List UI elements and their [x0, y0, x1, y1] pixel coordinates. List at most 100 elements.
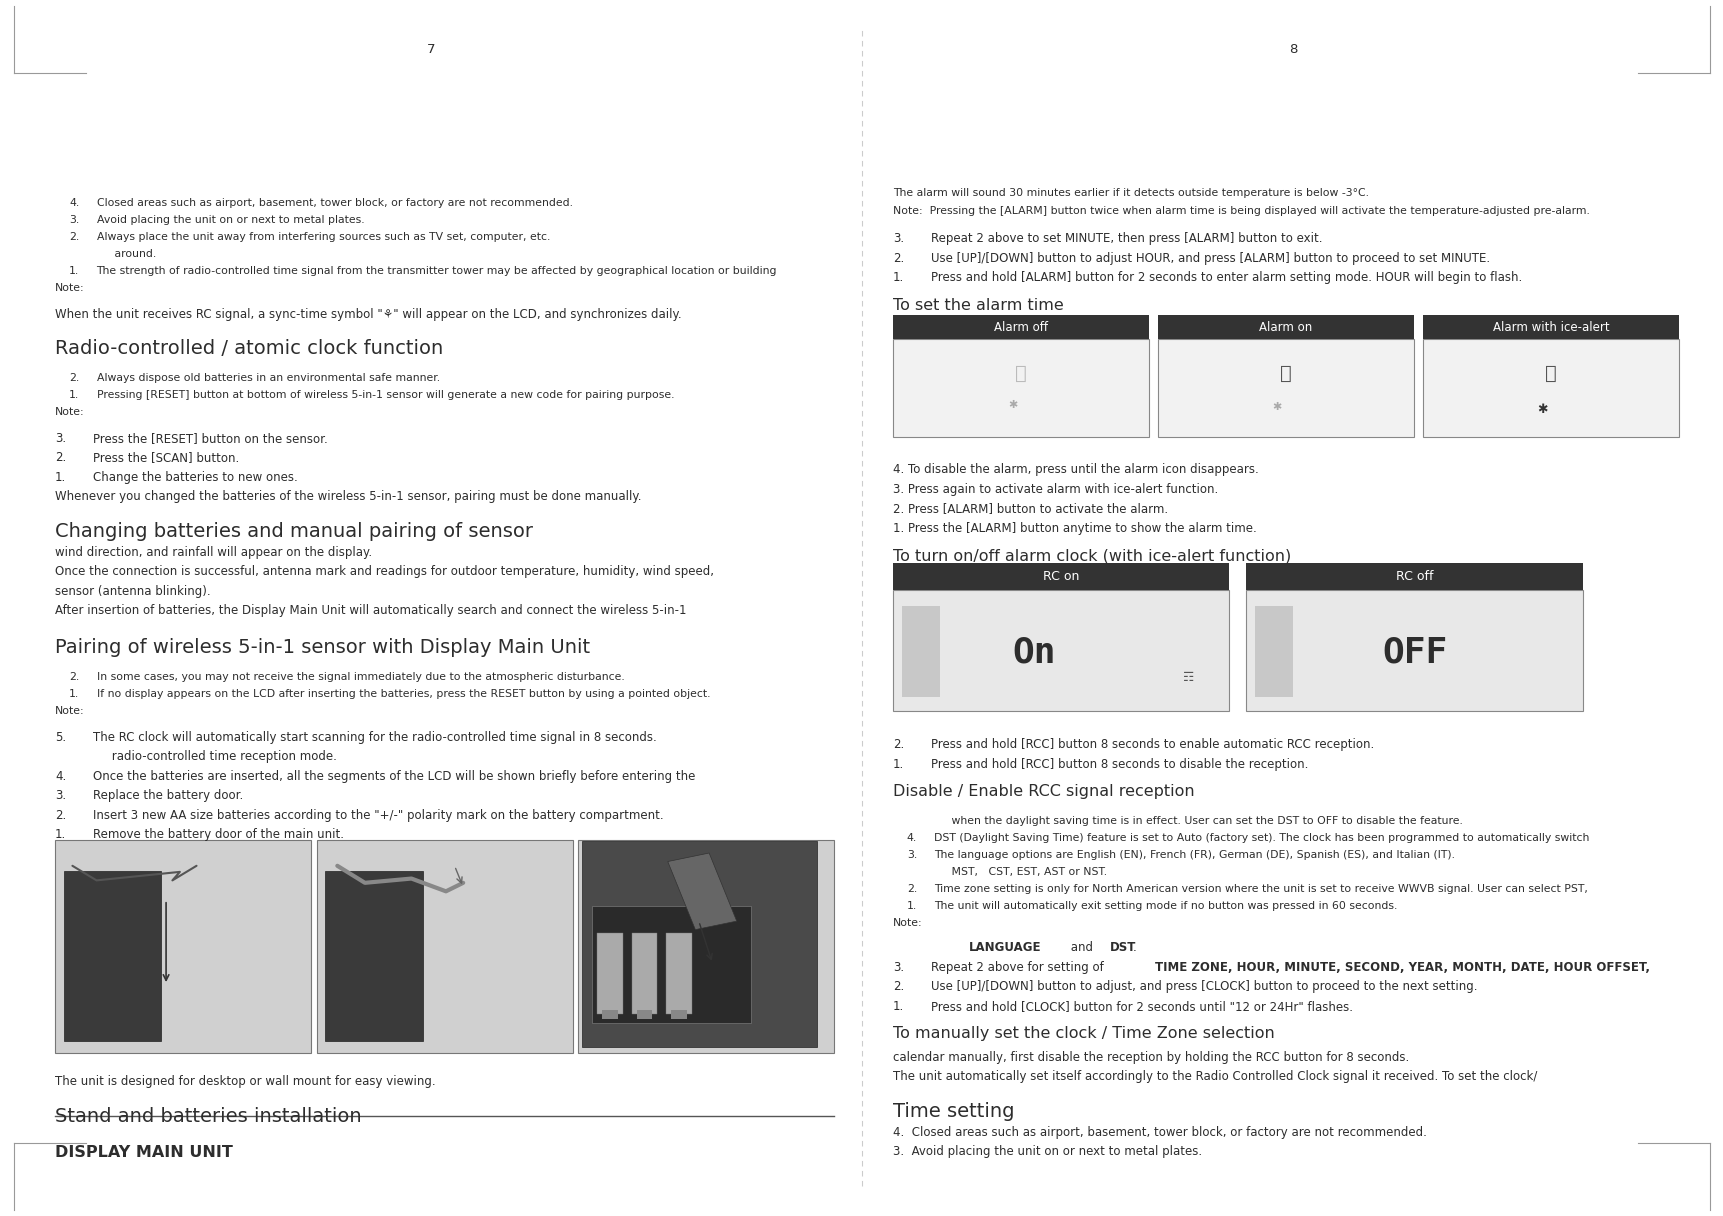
Text: Insert 3 new AA size batteries according to the "+/-" polarity mark on the batte: Insert 3 new AA size batteries according…	[93, 809, 663, 822]
Bar	[581, 840, 817, 1047]
Bar	[317, 840, 572, 1053]
Text: 4.  Closed areas such as airport, basement, tower block, or factory are not reco: 4. Closed areas such as airport, basemen…	[893, 1126, 1427, 1139]
Text: 1. Press the [ALARM] button anytime to show the alarm time.: 1. Press the [ALARM] button anytime to s…	[893, 522, 1256, 535]
Bar	[591, 906, 751, 1023]
Text: In some cases, you may not receive the signal immediately due to the atmospheric: In some cases, you may not receive the s…	[96, 672, 624, 682]
Text: 2.: 2.	[906, 884, 917, 894]
Bar	[636, 1010, 651, 1019]
Text: 4.: 4.	[69, 198, 79, 208]
Text: 2.: 2.	[893, 738, 905, 751]
Text: 3.: 3.	[906, 850, 917, 860]
Text: around.: around.	[96, 249, 155, 259]
Text: Always place the unit away from interfering sources such as TV set, computer, et: Always place the unit away from interfer…	[96, 232, 550, 242]
Text: Time zone setting is only for North American version where the unit is set to re: Time zone setting is only for North Amer…	[934, 884, 1587, 894]
Text: 1.: 1.	[893, 1000, 905, 1013]
Text: To manually set the clock / Time Zone selection: To manually set the clock / Time Zone se…	[893, 1026, 1273, 1041]
Text: Alarm off: Alarm off	[994, 321, 1048, 333]
Text: Pressing [RESET] button at bottom of wireless 5-in-1 sensor will generate a new : Pressing [RESET] button at bottom of wir…	[96, 390, 674, 400]
Bar	[893, 339, 1149, 437]
Text: ✱: ✱	[1537, 402, 1547, 416]
Bar	[631, 934, 656, 1014]
Bar	[1421, 339, 1678, 437]
Text: DST (Daylight Saving Time) feature is set to Auto (factory set). The clock has b: DST (Daylight Saving Time) feature is se…	[934, 833, 1589, 843]
Bar	[1421, 315, 1678, 339]
Text: 1.: 1.	[55, 471, 67, 484]
Text: Once the connection is successful, antenna mark and readings for outdoor tempera: Once the connection is successful, anten…	[55, 565, 713, 579]
Bar	[1246, 590, 1582, 711]
Text: 2.: 2.	[69, 232, 79, 242]
Text: RC on: RC on	[1042, 570, 1079, 582]
Text: MST,   CST, EST, AST or NST.: MST, CST, EST, AST or NST.	[934, 867, 1106, 877]
Text: Note:  Pressing the [ALARM] button twice when alarm time is being displayed will: Note: Pressing the [ALARM] button twice …	[893, 206, 1589, 215]
Text: when the daylight saving time is in effect. User can set the DST to OFF to disab: when the daylight saving time is in effe…	[934, 816, 1463, 826]
Text: Press the [SCAN] button.: Press the [SCAN] button.	[93, 451, 239, 465]
Text: LANGUAGE: LANGUAGE	[968, 941, 1041, 955]
Text: 1.: 1.	[893, 758, 905, 771]
Bar	[893, 563, 1228, 590]
Bar	[1158, 315, 1413, 339]
Text: Repeat 2 above for setting of: Repeat 2 above for setting of	[930, 961, 1106, 974]
Text: 3.: 3.	[55, 432, 65, 445]
Bar	[64, 871, 160, 1041]
Text: Change the batteries to new ones.: Change the batteries to new ones.	[93, 471, 298, 484]
Text: Whenever you changed the batteries of the wireless 5-in-1 sensor, pairing must b: Whenever you changed the batteries of th…	[55, 490, 641, 503]
Text: The strength of radio-controlled time signal from the transmitter tower may be a: The strength of radio-controlled time si…	[96, 266, 777, 276]
Text: Use [UP]/[DOWN] button to adjust, and press [CLOCK] button to proceed to the nex: Use [UP]/[DOWN] button to adjust, and pr…	[930, 980, 1477, 993]
Text: 3.: 3.	[893, 232, 903, 246]
Text: 1.: 1.	[893, 271, 905, 285]
Text: Note:: Note:	[55, 283, 84, 293]
Text: 1.: 1.	[906, 901, 917, 911]
Text: The RC clock will automatically start scanning for the radio-controlled time sig: The RC clock will automatically start sc…	[93, 731, 656, 744]
Text: 4.: 4.	[55, 770, 67, 783]
Text: Avoid placing the unit on or next to metal plates.: Avoid placing the unit on or next to met…	[96, 215, 364, 225]
Text: 1.: 1.	[55, 828, 67, 841]
Text: Time setting: Time setting	[893, 1102, 1013, 1121]
Bar	[596, 934, 622, 1014]
Text: The alarm will sound 30 minutes earlier if it detects outside temperature is bel: The alarm will sound 30 minutes earlier …	[893, 188, 1368, 198]
Text: 3.: 3.	[55, 789, 65, 803]
Text: When the unit receives RC signal, a sync-time symbol "⚘" will appear on the LCD,: When the unit receives RC signal, a sync…	[55, 308, 681, 321]
Text: DST: DST	[1110, 941, 1135, 955]
Text: Always dispose old batteries in an environmental safe manner.: Always dispose old batteries in an envir…	[96, 373, 439, 383]
Text: 3.  Avoid placing the unit on or next to metal plates.: 3. Avoid placing the unit on or next to …	[893, 1145, 1201, 1159]
Text: Once the batteries are inserted, all the segments of the LCD will be shown brief: Once the batteries are inserted, all the…	[93, 770, 694, 783]
Text: 2. Press [ALARM] button to activate the alarm.: 2. Press [ALARM] button to activate the …	[893, 502, 1168, 516]
Text: ⏰: ⏰	[1544, 364, 1556, 383]
Text: Closed areas such as airport, basement, tower block, or factory are not recommen: Closed areas such as airport, basement, …	[96, 198, 572, 208]
Text: Press and hold [RCC] button 8 seconds to enable automatic RCC reception.: Press and hold [RCC] button 8 seconds to…	[930, 738, 1373, 751]
Text: Note:: Note:	[55, 407, 84, 417]
Text: OFF: OFF	[1382, 636, 1446, 670]
Text: The unit is designed for desktop or wall mount for easy viewing.: The unit is designed for desktop or wall…	[55, 1075, 436, 1088]
Text: After insertion of batteries, the Display Main Unit will automatically search an: After insertion of batteries, the Displa…	[55, 604, 686, 618]
Text: Disable / Enable RCC signal reception: Disable / Enable RCC signal reception	[893, 784, 1194, 799]
Text: sensor (antenna blinking).: sensor (antenna blinking).	[55, 585, 210, 598]
Text: The language options are English (EN), French (FR), German (DE), Spanish (ES), a: The language options are English (EN), F…	[934, 850, 1454, 860]
Bar	[1158, 339, 1413, 437]
Polygon shape	[667, 854, 736, 929]
Text: Repeat 2 above to set MINUTE, then press [ALARM] button to exit.: Repeat 2 above to set MINUTE, then press…	[930, 232, 1322, 246]
Text: 2.: 2.	[893, 252, 905, 265]
Text: Press and hold [CLOCK] button for 2 seconds until "12 or 24Hr" flashes.: Press and hold [CLOCK] button for 2 seco…	[930, 1000, 1353, 1013]
Text: The unit automatically set itself accordingly to the Radio Controlled Clock sign: The unit automatically set itself accord…	[893, 1070, 1537, 1083]
Text: Changing batteries and manual pairing of sensor: Changing batteries and manual pairing of…	[55, 522, 532, 541]
Text: The unit will automatically exit setting mode if no button was pressed in 60 sec: The unit will automatically exit setting…	[934, 901, 1397, 911]
Text: 2.: 2.	[69, 373, 79, 383]
Bar	[326, 871, 422, 1041]
Text: ⏰: ⏰	[1280, 364, 1291, 383]
Text: 3.: 3.	[893, 961, 903, 974]
Text: 1.: 1.	[69, 689, 79, 699]
Text: Press and hold [RCC] button 8 seconds to disable the reception.: Press and hold [RCC] button 8 seconds to…	[930, 758, 1308, 771]
Text: RC off: RC off	[1396, 570, 1432, 582]
Bar	[1246, 563, 1582, 590]
Text: Remove the battery door of the main unit.: Remove the battery door of the main unit…	[93, 828, 345, 841]
Text: To set the alarm time: To set the alarm time	[893, 298, 1063, 313]
Text: 3. Press again to activate alarm with ice-alert function.: 3. Press again to activate alarm with ic…	[893, 483, 1218, 496]
Text: 2.: 2.	[893, 980, 905, 993]
Text: Pairing of wireless 5-in-1 sensor with Display Main Unit: Pairing of wireless 5-in-1 sensor with D…	[55, 638, 589, 658]
Bar	[55, 840, 312, 1053]
Text: Alarm with ice-alert: Alarm with ice-alert	[1492, 321, 1608, 333]
Text: Note:: Note:	[893, 918, 922, 928]
Text: Radio-controlled / atomic clock function: Radio-controlled / atomic clock function	[55, 339, 443, 359]
Text: Press and hold [ALARM] button for 2 seconds to enter alarm setting mode. HOUR wi: Press and hold [ALARM] button for 2 seco…	[930, 271, 1521, 285]
Text: 8: 8	[1289, 43, 1296, 56]
